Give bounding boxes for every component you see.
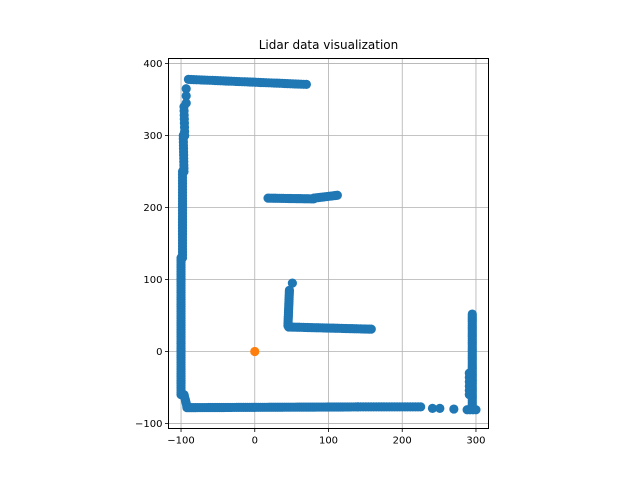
lidar-point [449,404,459,414]
lidar-point [179,166,189,177]
lidar-point [177,253,188,263]
scatter-points [176,74,481,415]
y-tick-label: 200 [143,203,162,214]
grid-lines [168,58,489,429]
lidar-point [301,79,311,90]
x-tick-label: 200 [393,436,412,447]
y-tick-label: 400 [143,59,162,70]
lidar-point [180,130,190,141]
y-tick-label: −100 [135,419,162,430]
lidar-point [181,98,191,108]
lidar-point [181,84,191,94]
x-tick-label: 100 [319,436,338,447]
y-tick-label: 300 [143,131,162,142]
lidar-point [181,91,191,101]
lidar-point [427,403,438,413]
x-tick-label: 0 [252,436,258,447]
y-tick-label: 100 [143,275,162,286]
y-axis-ticks: −100 0 100 200 300 400 [135,59,169,430]
x-tick-label: 300 [466,436,485,447]
lidar-point [464,368,474,378]
lidar-point [467,309,477,319]
origin-point [250,346,260,357]
chart-title: Lidar data visualization [259,38,399,52]
lidar-point [287,278,297,288]
lidar-point [435,403,445,413]
y-tick-label: 0 [156,347,162,358]
lidar-point [416,402,426,412]
lidar-point [332,190,342,200]
lidar-point [366,324,376,334]
x-axis-ticks: −100 0 100 200 300 [167,428,486,447]
x-tick-label: −100 [167,436,194,447]
